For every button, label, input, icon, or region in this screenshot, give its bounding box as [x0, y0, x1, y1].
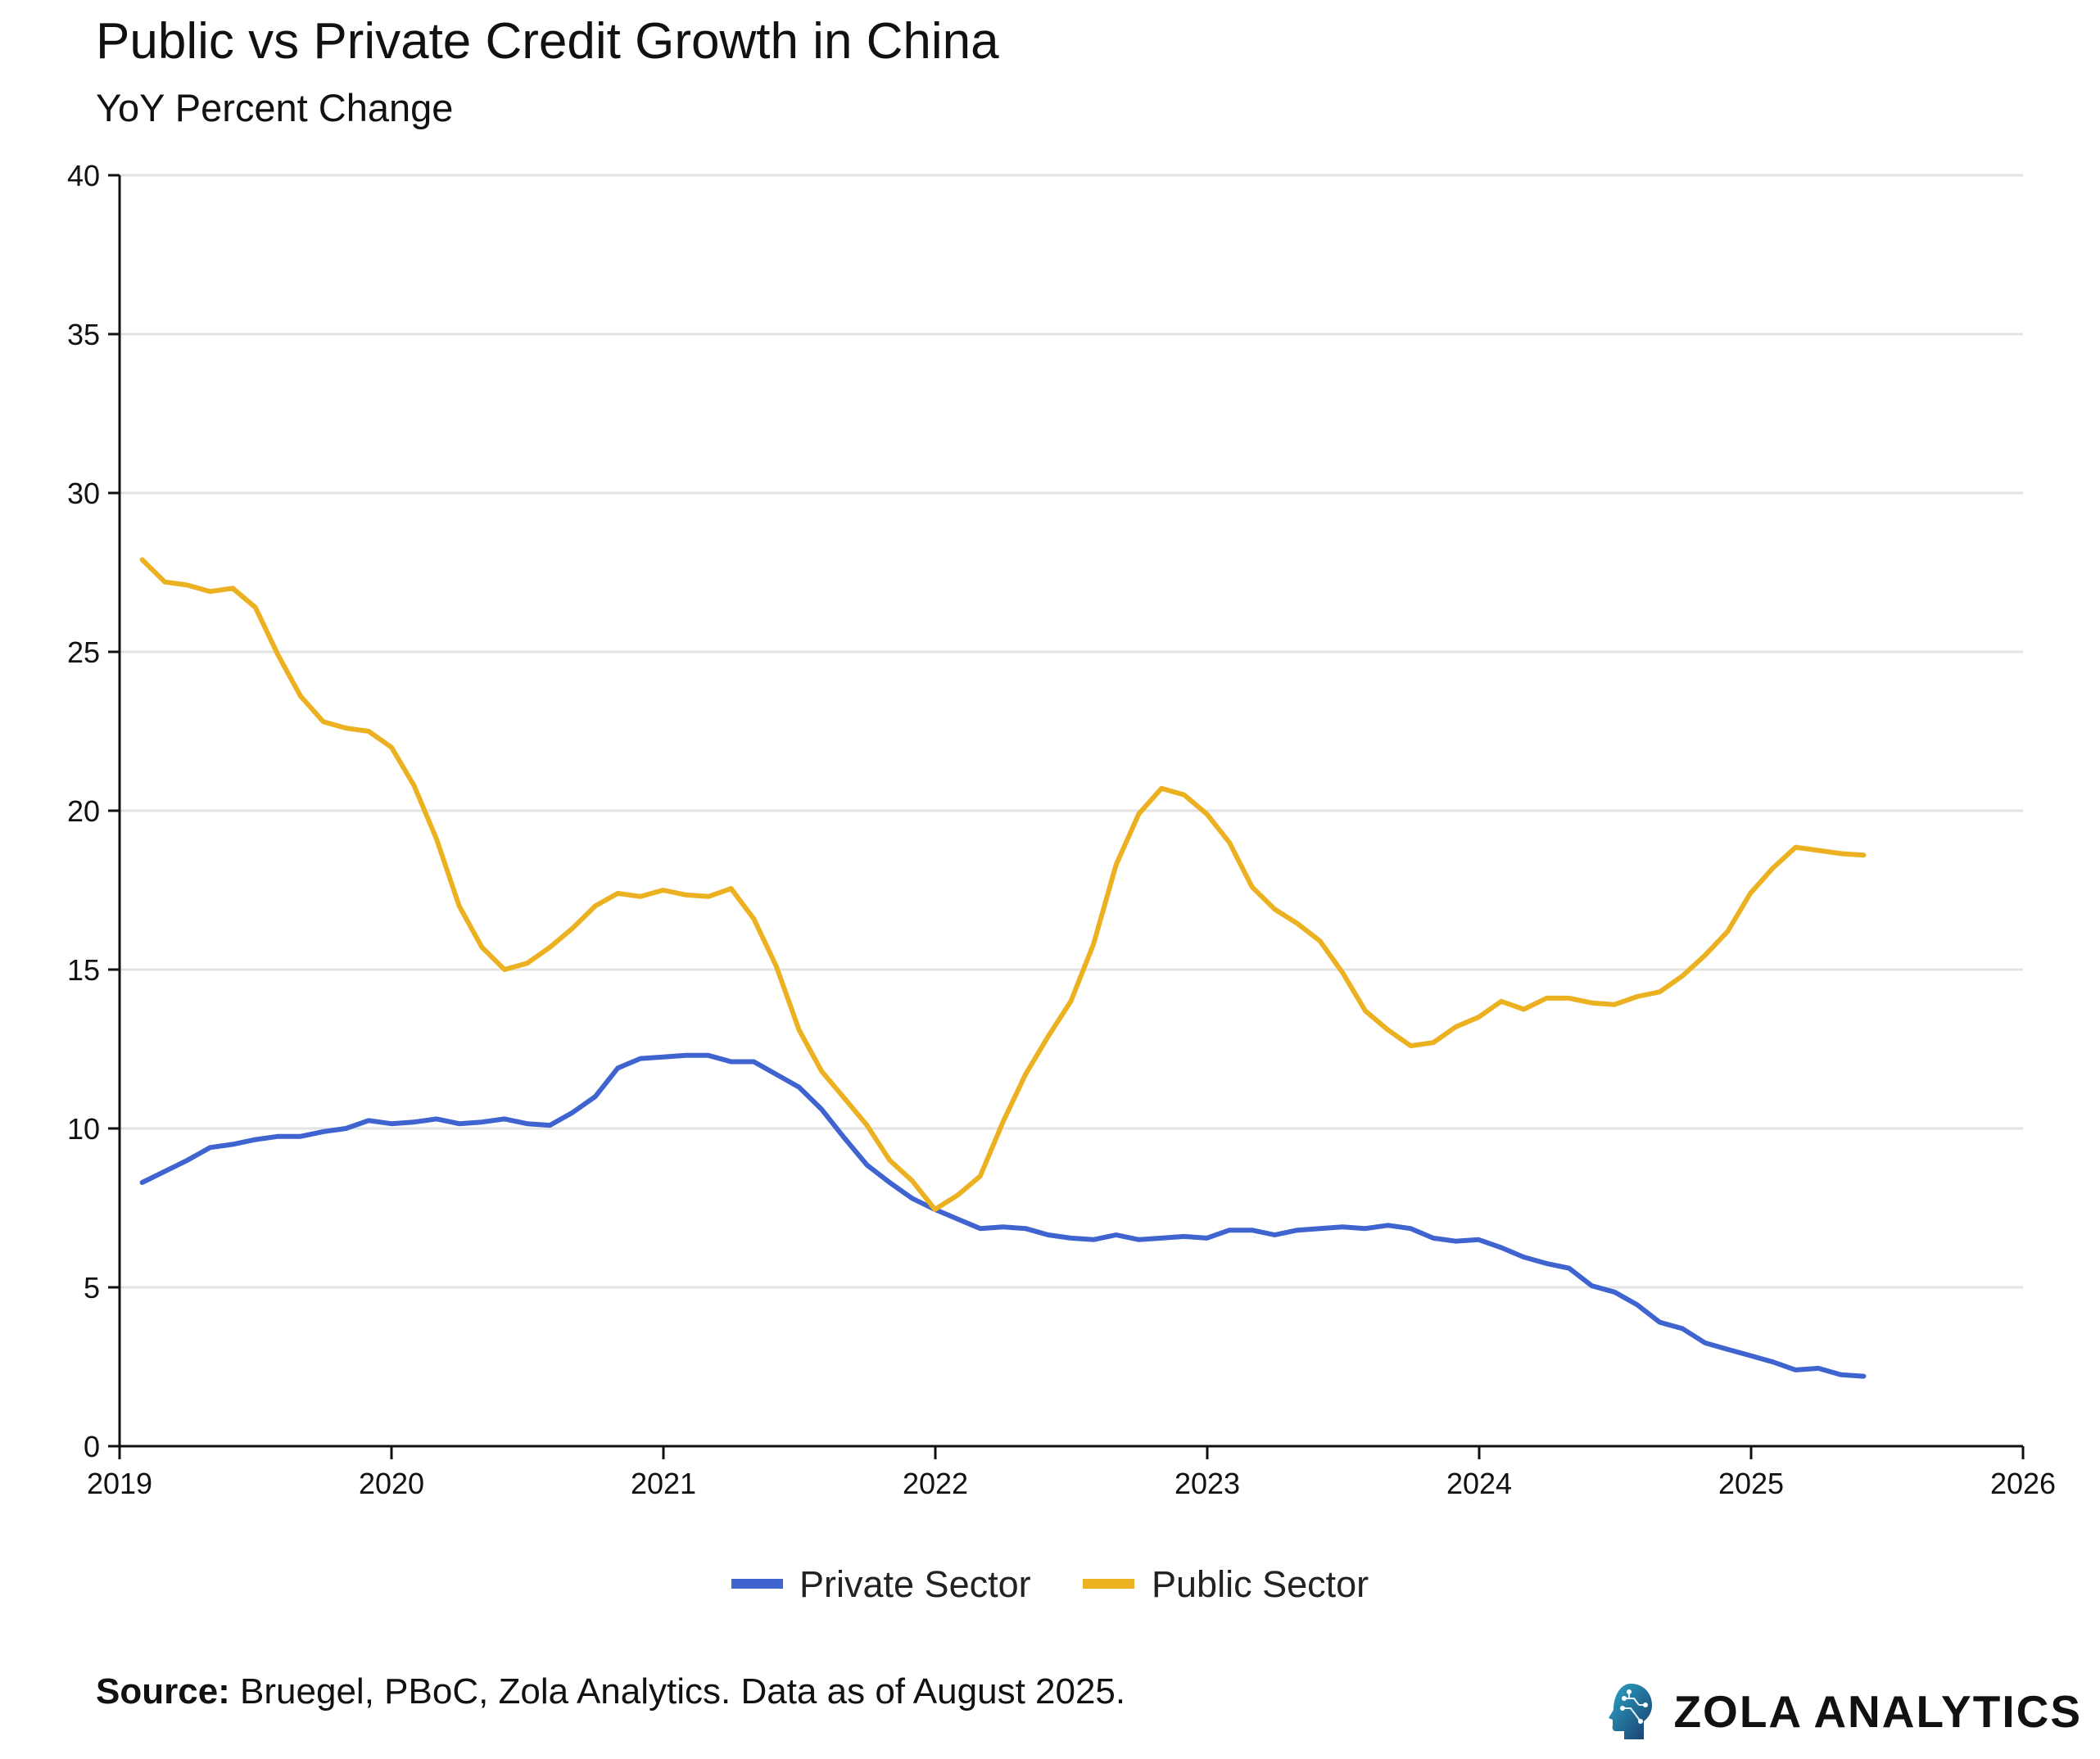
series-line-public-sector: [139, 557, 1867, 1212]
legend-label-private-sector: Private Sector: [799, 1563, 1031, 1605]
x-tick-label: 2021: [631, 1467, 696, 1500]
x-tick-label: 2026: [1990, 1467, 2056, 1500]
source-note: Source: Bruegel, PBoC, Zola Analytics. D…: [96, 1671, 1125, 1714]
y-tick-label: 25: [67, 635, 100, 669]
y-tick-label: 10: [67, 1112, 100, 1146]
gridlines: [120, 174, 2023, 1289]
y-tick-label: 15: [67, 953, 100, 987]
source-label: Source:: [96, 1671, 230, 1712]
series-lines: [139, 557, 1867, 1379]
y-tick-label: 40: [67, 159, 100, 192]
source-text: Bruegel, PBoC, Zola Analytics. Data as o…: [229, 1671, 1126, 1712]
x-tick-label: 2022: [903, 1467, 968, 1500]
brain-circuit-head-icon: [1609, 1684, 1653, 1739]
legend-label-public-sector: Public Sector: [1152, 1563, 1369, 1605]
x-tick-label: 2025: [1718, 1467, 1784, 1500]
y-tick-label: 0: [84, 1430, 100, 1463]
brand-name: ZOLA ANALYTICS: [1673, 1686, 2082, 1737]
x-tick-label: 2024: [1446, 1467, 1512, 1500]
series-line-private-sector: [139, 1052, 1867, 1379]
x-tick-label: 2019: [87, 1467, 152, 1500]
x-tick-label: 2023: [1174, 1467, 1240, 1500]
brand-logo: ZOLA ANALYTICS: [1606, 1680, 2082, 1743]
y-tick-label: 30: [67, 477, 100, 510]
y-tick-label: 20: [67, 794, 100, 828]
chart-subtitle: YoY Percent Change: [96, 86, 454, 129]
y-tick-label: 5: [84, 1271, 100, 1305]
chart-title: Public vs Private Credit Growth in China: [96, 13, 999, 70]
legend: Private Sector Public Sector: [731, 1563, 1369, 1605]
y-tick-label: 35: [67, 318, 100, 351]
x-tick-label: 2020: [359, 1467, 424, 1500]
